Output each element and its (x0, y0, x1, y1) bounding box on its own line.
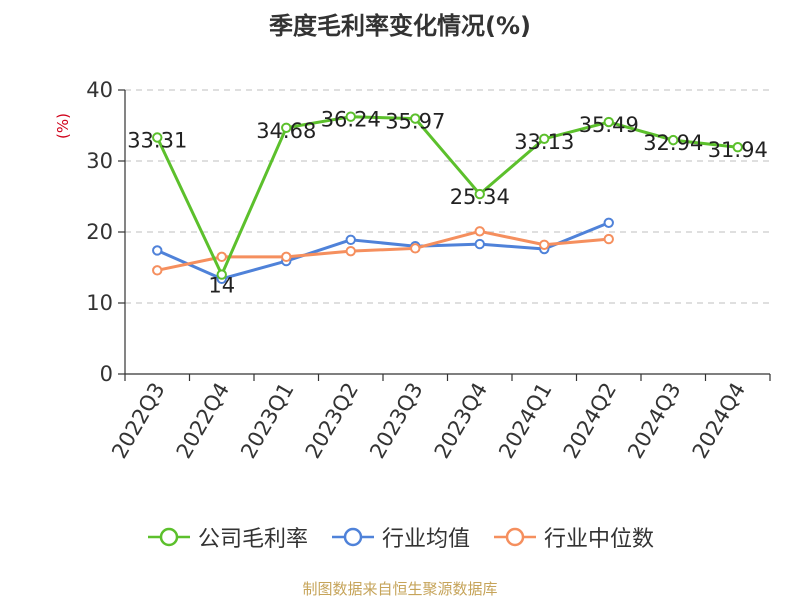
data-point-2 (539, 239, 550, 250)
data-point-2 (603, 233, 614, 245)
grid-layer (125, 89, 770, 304)
data-point-2 (474, 226, 485, 237)
data-point-0 (539, 133, 550, 144)
y-tick-label: 0 (100, 362, 113, 386)
x-tick-label: 2024Q2 (559, 379, 621, 463)
data-label: 35.49 (579, 113, 639, 137)
chart-title: 季度毛利率变化情况(%) (269, 12, 531, 40)
legend-label-industry-median: 行业中位数 (544, 527, 655, 552)
legend-label-company-margin: 公司毛利率 (197, 527, 308, 552)
legend-marker-industry-median (494, 527, 536, 547)
data-point-1 (603, 217, 614, 228)
source-note: 制图数据来自恒生聚源数据库 (302, 580, 498, 598)
data-point-0 (216, 269, 227, 280)
data-label-layer: 33.31 14 34.68 36.24 35.97 25.34 33.1335.4932.… (127, 108, 768, 298)
legend-item-industry-mean[interactable]: 行业均值 (330, 521, 470, 553)
data-point-0 (603, 116, 614, 128)
data-point-2 (281, 251, 292, 263)
x-tick-label: 2022Q4 (172, 379, 234, 463)
data-point-0 (281, 122, 292, 133)
data-point-0 (474, 188, 485, 200)
data-label: 34.68 (256, 119, 316, 143)
legend-item-industry-median[interactable]: 行业中位数 (492, 521, 654, 553)
data-label: 32.94 (643, 131, 703, 155)
y-tick-label: 20 (86, 220, 113, 244)
series-line-2 (156, 229, 609, 272)
y-tick-label: 10 (86, 291, 113, 315)
data-point-1 (474, 238, 485, 250)
x-tick-label: 2022Q3 (107, 379, 169, 463)
data-point-2 (345, 245, 356, 257)
data-point-2 (410, 243, 421, 254)
data-point-0 (345, 111, 356, 122)
x-tick-label: 2023Q4 (430, 379, 492, 463)
series-line-1 (156, 221, 610, 281)
x-tick-label: 2024Q1 (494, 379, 556, 463)
data-point-0 (152, 132, 163, 143)
legend-item-company-margin[interactable]: 公司毛利率 (146, 521, 308, 553)
legend-marker-industry-mean (331, 527, 374, 547)
series-layer (152, 111, 743, 285)
series-line-0 (155, 115, 738, 277)
data-point-2 (152, 265, 163, 276)
data-point-1 (152, 245, 163, 256)
data-point-0 (668, 134, 679, 146)
data-point-0 (410, 113, 421, 124)
data-label: 36.24 (321, 108, 381, 132)
data-label: 35.97 (385, 110, 445, 134)
data-label: 33.31 (127, 128, 187, 152)
y-tick-label: 40 (86, 78, 113, 102)
data-label: 31.94 (708, 138, 768, 162)
data-label: 25.34 (450, 185, 510, 209)
data-label: 33.13 (514, 130, 574, 154)
x-tick-label: 2024Q4 (688, 379, 750, 463)
legend-label-industry-mean: 行业均值 (381, 527, 470, 552)
x-tick-label: 2023Q1 (236, 379, 298, 463)
data-label: 14 (208, 274, 235, 298)
y-tick-label: 30 (86, 149, 113, 173)
y-axis-label: (%) (54, 113, 72, 139)
x-tick-label: 2023Q3 (365, 379, 427, 463)
x-tick-label: 2024Q3 (623, 379, 685, 463)
legend-marker-company-margin (147, 527, 190, 547)
x-tick-label: 2023Q2 (301, 379, 363, 463)
data-point-2 (216, 251, 227, 263)
data-point-0 (732, 142, 743, 153)
legend: 公司毛利率 行业均值 行业中位数 (0, 520, 800, 554)
data-point-1 (345, 234, 356, 246)
